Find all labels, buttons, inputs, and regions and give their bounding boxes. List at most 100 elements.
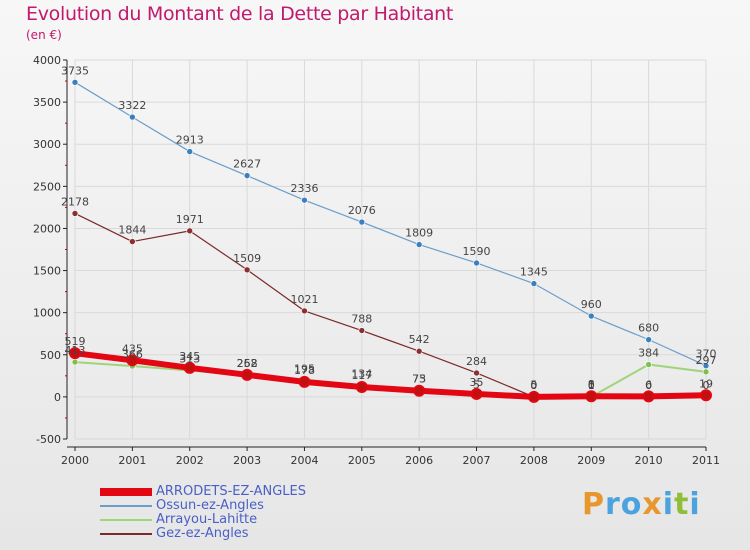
data-point <box>301 307 308 315</box>
x-tick-label: 2008 <box>520 454 548 467</box>
data-label: 413 <box>65 344 86 357</box>
logo-letter: i <box>689 487 701 522</box>
data-label: 75 <box>412 373 426 386</box>
data-label: 519 <box>65 335 86 348</box>
logo-letter: t <box>674 487 690 522</box>
data-label: 2913 <box>176 134 204 147</box>
data-label: 284 <box>466 355 487 368</box>
chart-subtitle: (en €) <box>26 28 62 42</box>
data-point <box>71 210 79 217</box>
y-tick-label: 4000 <box>33 54 61 67</box>
data-label: 680 <box>638 322 659 335</box>
data-label: 134 <box>351 368 372 381</box>
data-point <box>645 336 652 343</box>
data-label: 1590 <box>463 245 491 258</box>
logo-letter: i <box>662 487 675 522</box>
y-tick-label: 0 <box>54 391 61 404</box>
data-label: 117 <box>351 369 372 382</box>
y-tick-label: 2000 <box>33 222 61 235</box>
logo-letter: P <box>582 487 605 522</box>
data-label: 2336 <box>290 182 318 195</box>
data-point <box>415 241 423 248</box>
data-label: 19 <box>699 377 713 390</box>
data-point <box>702 368 710 376</box>
data-label: 8 <box>588 378 595 391</box>
x-tick-label: 2001 <box>118 454 146 467</box>
data-point <box>585 390 598 403</box>
data-point <box>413 384 426 397</box>
legend-swatch <box>100 505 152 507</box>
data-point <box>243 172 251 179</box>
logo-letter: o <box>620 487 643 522</box>
y-tick-label: -500 <box>36 433 61 446</box>
legend-item: ARRODETS-EZ-ANGLES <box>100 485 306 499</box>
data-label: 297 <box>696 354 717 367</box>
data-label: 2627 <box>233 158 261 171</box>
data-point <box>241 368 254 381</box>
data-label: 313 <box>179 353 200 366</box>
data-point <box>587 312 595 320</box>
data-label: 0 <box>703 379 710 392</box>
data-label: 178 <box>294 364 315 377</box>
x-tick-label: 2003 <box>233 454 261 467</box>
legend-label: Gez-ez-Angles <box>156 526 249 541</box>
legend-label: Arrayou-Lahitte <box>156 512 258 527</box>
y-tick-label: 1000 <box>33 307 61 320</box>
legend-item: Gez-ez-Angles <box>100 527 306 541</box>
chart-title: Evolution du Montant de la Dette par Hab… <box>26 3 454 25</box>
logo-letter: x <box>642 487 663 522</box>
data-label: 35 <box>470 376 484 389</box>
data-point <box>415 347 423 355</box>
data-point <box>69 347 81 360</box>
data-label: 6 <box>645 378 652 391</box>
x-tick-label: 2000 <box>61 454 89 467</box>
data-label: 0 <box>645 379 652 392</box>
data-point <box>358 218 366 226</box>
data-label: 435 <box>122 342 143 355</box>
data-point <box>473 369 480 377</box>
data-label: 1509 <box>233 252 261 265</box>
series-line <box>74 81 707 367</box>
data-label: 384 <box>638 347 659 360</box>
data-point <box>642 390 655 403</box>
data-label: 195 <box>294 362 315 375</box>
legend-swatch <box>100 519 152 521</box>
x-tick-label: 2010 <box>635 454 663 467</box>
data-point <box>71 79 79 86</box>
data-point <box>186 227 194 235</box>
x-tick-label: 2005 <box>348 454 376 467</box>
data-point <box>527 390 540 403</box>
data-label: 1 <box>588 379 595 392</box>
x-tick-label: 2002 <box>176 454 204 467</box>
data-label: 1971 <box>176 213 204 226</box>
data-point <box>470 387 483 400</box>
data-point <box>355 381 368 394</box>
data-point <box>126 354 139 367</box>
data-label: 366 <box>122 348 143 361</box>
y-tick-label: 3000 <box>33 138 61 151</box>
data-label: 1844 <box>118 224 146 237</box>
logo-letter: r <box>605 487 621 522</box>
legend-item: Ossun-ez-Angles <box>100 499 306 513</box>
data-label: 0 <box>588 379 595 392</box>
data-label: 73 <box>412 373 426 386</box>
y-tick-label: 3500 <box>33 96 61 109</box>
legend-label: Ossun-ez-Angles <box>156 498 264 513</box>
data-point <box>700 389 712 402</box>
x-tick-label: 2007 <box>463 454 491 467</box>
data-point <box>298 375 311 388</box>
chart-legend: ARRODETS-EZ-ANGLES Ossun-ez-Angles Arrayou… <box>100 485 306 541</box>
data-point <box>129 113 136 121</box>
data-label: 345 <box>179 350 200 363</box>
x-tick-label: 2011 <box>692 454 720 467</box>
data-label: 2178 <box>61 195 89 208</box>
data-label: 370 <box>696 348 717 361</box>
y-tick-label: 1500 <box>33 265 61 278</box>
x-tick-label: 2004 <box>290 454 318 467</box>
data-label: 5 <box>530 378 537 391</box>
data-point <box>301 196 308 204</box>
data-point <box>243 266 251 274</box>
legend-item: Arrayou-Lahitte <box>100 513 306 527</box>
data-point <box>71 358 79 366</box>
